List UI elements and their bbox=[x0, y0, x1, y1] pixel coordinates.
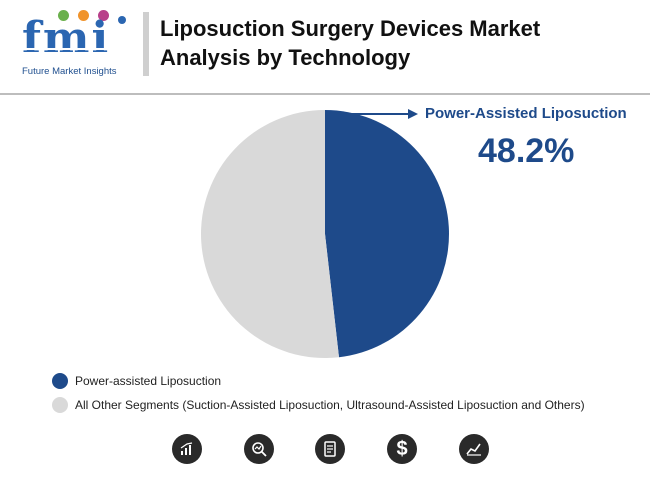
callout-label: Power-Assisted Liposuction bbox=[425, 105, 627, 122]
legend-label: All Other Segments (Suction-Assisted Lip… bbox=[75, 398, 585, 412]
search-analytics-icon bbox=[244, 434, 274, 464]
pie-slice-power-assisted bbox=[325, 110, 449, 358]
legend-swatch bbox=[52, 373, 68, 389]
footer-icons: $ bbox=[0, 434, 650, 474]
header-divider bbox=[0, 93, 650, 95]
pie-chart bbox=[200, 109, 449, 358]
report-document-icon bbox=[315, 434, 345, 464]
fmi-logo: fmi Future Market Insights bbox=[10, 10, 135, 80]
pie-slices bbox=[200, 110, 449, 358]
callout-value: 48.2% bbox=[478, 132, 575, 170]
header: fmi Future Market Insights Liposuction S… bbox=[0, 0, 650, 92]
line-chart-icon bbox=[459, 434, 489, 464]
legend-swatch bbox=[52, 397, 68, 413]
callout-arrow bbox=[326, 109, 418, 119]
pie-slice-other-segments bbox=[200, 110, 339, 358]
bar-chart-icon bbox=[172, 434, 202, 464]
logo-stripes bbox=[22, 48, 130, 62]
dollar-icon: $ bbox=[387, 434, 417, 464]
logo-caption: Future Market Insights bbox=[22, 66, 117, 77]
page-title: Liposuction Surgery Devices Market Analy… bbox=[160, 16, 541, 70]
legend-label: Power-assisted Liposuction bbox=[75, 374, 222, 388]
title-accent-bar bbox=[143, 12, 149, 76]
